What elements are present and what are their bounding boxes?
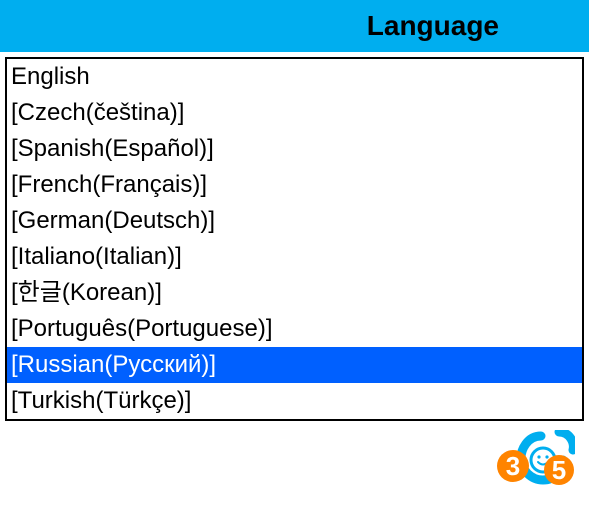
language-item-portuguese[interactable]: [Português(Portuguese)] — [7, 311, 582, 347]
language-item-russian[interactable]: [Russian(Русский)] — [7, 347, 582, 383]
language-item-turkish[interactable]: [Turkish(Türkçe)] — [7, 383, 582, 419]
language-item-english[interactable]: English — [7, 59, 582, 95]
header: Language — [0, 0, 589, 52]
language-item-french[interactable]: [French(Français)] — [7, 167, 582, 203]
language-item-italian[interactable]: [Italiano(Italian)] — [7, 239, 582, 275]
brand-logo: 3 5 — [497, 430, 575, 491]
language-list: English [Czech(čeština)] [Spanish(Españo… — [5, 57, 584, 421]
language-item-german[interactable]: [German(Deutsch)] — [7, 203, 582, 239]
language-item-czech[interactable]: [Czech(čeština)] — [7, 95, 582, 131]
logo-digit-left: 3 — [506, 451, 520, 481]
language-item-spanish[interactable]: [Spanish(Español)] — [7, 131, 582, 167]
language-item-korean[interactable]: [한글(Korean)] — [7, 275, 582, 311]
page-title: Language — [367, 10, 499, 42]
logo-icon: 3 5 — [497, 430, 575, 486]
logo-digit-right: 5 — [552, 455, 566, 485]
